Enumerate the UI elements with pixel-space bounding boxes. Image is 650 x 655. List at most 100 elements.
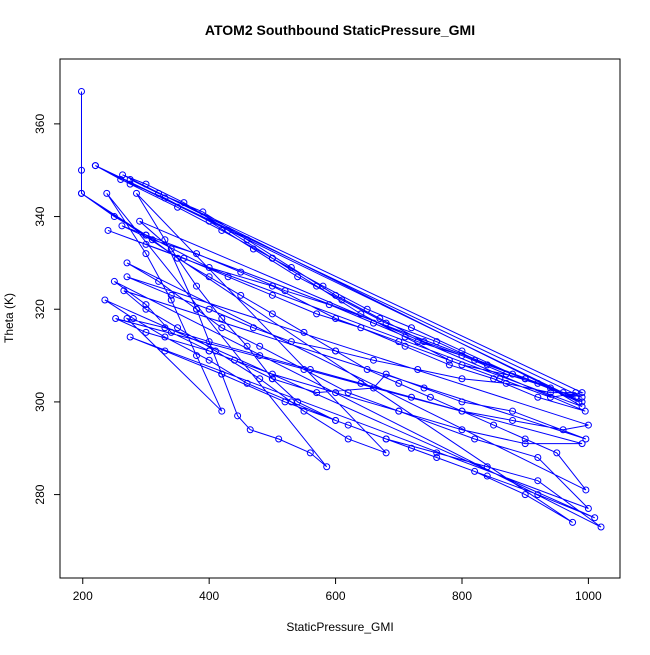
data-point bbox=[77, 189, 85, 197]
data-point bbox=[155, 277, 163, 285]
data-point bbox=[243, 379, 251, 387]
data-point bbox=[294, 273, 302, 281]
data-point bbox=[123, 259, 131, 267]
data-point bbox=[224, 226, 232, 234]
data-point bbox=[582, 486, 590, 494]
data-point bbox=[369, 384, 377, 392]
data-point bbox=[363, 365, 371, 373]
data-point bbox=[546, 393, 554, 401]
data-point bbox=[363, 305, 371, 313]
data-point bbox=[502, 370, 510, 378]
data-point bbox=[161, 347, 169, 355]
data-point bbox=[180, 254, 188, 262]
data-point bbox=[395, 379, 403, 387]
x-tick-label: 400 bbox=[199, 589, 219, 603]
data-point bbox=[142, 240, 150, 248]
y-tick-label: 340 bbox=[33, 206, 47, 226]
data-point bbox=[268, 291, 276, 299]
data-point bbox=[407, 444, 415, 452]
data-point bbox=[132, 189, 140, 197]
data-point bbox=[395, 338, 403, 346]
data-point bbox=[193, 305, 201, 313]
data-point bbox=[126, 333, 134, 341]
y-axis-label: Theta (K) bbox=[2, 293, 16, 343]
data-point bbox=[325, 301, 333, 309]
data-point bbox=[287, 264, 295, 272]
data-point bbox=[77, 87, 85, 95]
data-point bbox=[205, 264, 213, 272]
data-point bbox=[395, 407, 403, 415]
x-axis-label: StaticPressure_GMI bbox=[286, 620, 393, 634]
data-point bbox=[287, 398, 295, 406]
data-point bbox=[332, 389, 340, 397]
data-point bbox=[237, 268, 245, 276]
data-point bbox=[161, 236, 169, 244]
data-point bbox=[161, 194, 169, 202]
x-tick-label: 800 bbox=[452, 589, 472, 603]
data-point bbox=[584, 421, 592, 429]
data-point bbox=[382, 449, 390, 457]
data-point bbox=[199, 208, 207, 216]
data-point bbox=[569, 518, 577, 526]
data-point bbox=[249, 245, 257, 253]
data-point bbox=[224, 273, 232, 281]
data-point bbox=[230, 356, 238, 364]
data-point bbox=[521, 375, 529, 383]
data-point bbox=[471, 356, 479, 364]
data-point bbox=[205, 338, 213, 346]
data-point bbox=[306, 449, 314, 457]
data-point bbox=[180, 199, 188, 207]
data-point bbox=[433, 338, 441, 346]
data-point bbox=[534, 477, 542, 485]
data-point bbox=[205, 217, 213, 225]
data-point bbox=[369, 319, 377, 327]
data-point bbox=[123, 315, 131, 322]
data-point bbox=[332, 347, 340, 355]
x-tick-label: 1000 bbox=[575, 589, 602, 603]
data-point bbox=[193, 352, 201, 360]
data-point bbox=[344, 421, 352, 429]
data-point bbox=[142, 231, 150, 239]
data-point bbox=[357, 379, 365, 387]
data-point bbox=[407, 324, 415, 332]
data-point bbox=[338, 296, 346, 304]
data-point bbox=[521, 435, 529, 443]
data-point bbox=[376, 315, 384, 322]
y-axis: 280 300 320 340 360 bbox=[33, 114, 61, 505]
data-point bbox=[407, 393, 415, 401]
data-point bbox=[174, 203, 182, 211]
data-point bbox=[369, 356, 377, 364]
data-point bbox=[401, 342, 409, 350]
data-point bbox=[509, 416, 517, 424]
data-point bbox=[268, 254, 276, 262]
data-point bbox=[581, 407, 589, 415]
data-point bbox=[578, 398, 586, 406]
data-point bbox=[174, 324, 182, 332]
data-point bbox=[243, 236, 251, 244]
data-point bbox=[287, 338, 295, 346]
data-point bbox=[123, 273, 131, 281]
data-point bbox=[332, 315, 340, 322]
data-point bbox=[534, 393, 542, 401]
data-point bbox=[275, 435, 283, 443]
data-point bbox=[117, 175, 125, 183]
data-point bbox=[142, 250, 150, 258]
data-point bbox=[112, 315, 120, 322]
data-point bbox=[268, 375, 276, 383]
data-point bbox=[572, 389, 580, 397]
data-point bbox=[332, 416, 340, 424]
series-line bbox=[80, 91, 602, 528]
data-point bbox=[167, 328, 175, 336]
data-point bbox=[426, 393, 434, 401]
data-point bbox=[91, 162, 99, 170]
data-point bbox=[357, 324, 365, 332]
data-point bbox=[161, 324, 169, 332]
data-point bbox=[218, 370, 226, 378]
series-layer bbox=[77, 87, 605, 531]
data-point bbox=[572, 393, 580, 401]
data-point bbox=[234, 412, 242, 420]
data-point bbox=[471, 467, 479, 475]
data-point bbox=[323, 463, 331, 471]
data-point bbox=[300, 407, 308, 415]
data-point bbox=[483, 472, 491, 480]
